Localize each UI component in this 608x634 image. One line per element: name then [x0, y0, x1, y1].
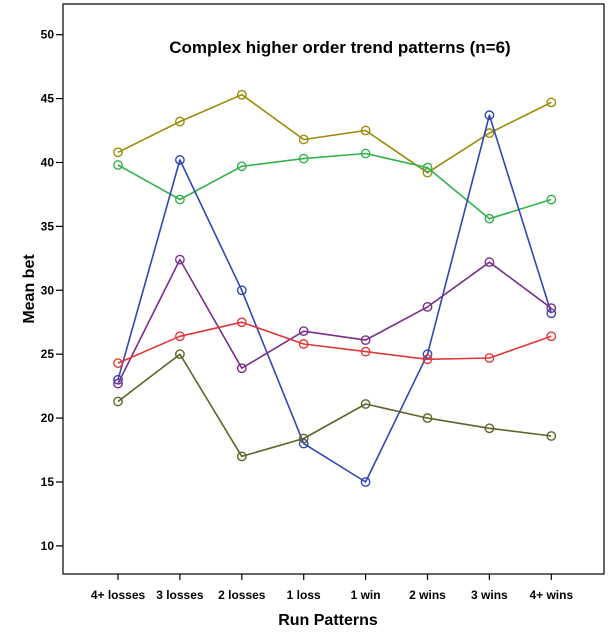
series-line — [117, 321, 552, 364]
y-axis: 10 15 20 25 30 35 40 45 50 — [41, 28, 63, 553]
data-point — [546, 97, 557, 108]
data-point — [113, 358, 123, 369]
series-line — [117, 93, 552, 174]
data-point — [236, 363, 247, 374]
data-point — [422, 413, 433, 423]
data-point — [484, 213, 495, 224]
data-point — [298, 326, 309, 337]
data-point — [484, 423, 495, 434]
x-tick-label: 3 wins — [471, 588, 508, 602]
data-point — [174, 155, 185, 165]
data-point — [113, 396, 123, 407]
data-point — [236, 317, 247, 328]
data-point — [360, 399, 371, 409]
series-line — [117, 152, 552, 220]
data-point — [236, 451, 247, 462]
data-point — [236, 285, 247, 296]
x-tick-label: 2 wins — [409, 588, 446, 602]
series-layer — [113, 89, 557, 487]
y-tick-label: 35 — [41, 219, 55, 233]
x-axis-title: Run Patterns — [278, 612, 378, 629]
series-4 — [113, 254, 557, 389]
series-line — [117, 258, 552, 384]
data-point — [236, 161, 247, 172]
data-point — [113, 160, 123, 170]
y-tick-label: 40 — [41, 155, 55, 169]
data-point — [174, 194, 185, 205]
y-tick-label: 30 — [41, 283, 55, 297]
series-6 — [113, 349, 557, 462]
plot-area — [62, 3, 605, 575]
data-point — [546, 308, 557, 319]
y-tick-label: 10 — [41, 539, 55, 553]
y-tick-label: 50 — [41, 28, 55, 42]
series-line — [117, 353, 552, 458]
data-point — [298, 339, 309, 349]
series-3 — [113, 110, 557, 487]
data-point — [422, 349, 433, 360]
y-tick-label: 25 — [41, 347, 55, 361]
data-point — [298, 438, 309, 449]
x-tick-label: 3 losses — [156, 588, 204, 602]
data-point — [484, 110, 495, 121]
data-point — [113, 378, 123, 389]
chart-title: Complex higher order trend patterns (n=6… — [169, 38, 510, 57]
data-point — [546, 431, 557, 441]
y-tick-label: 45 — [41, 92, 55, 106]
data-point — [174, 116, 185, 127]
data-point — [360, 148, 371, 159]
series-2 — [113, 148, 557, 224]
data-point — [113, 374, 123, 385]
data-point — [546, 331, 557, 342]
data-point — [422, 162, 433, 173]
data-point — [360, 335, 371, 346]
x-tick-label: 1 win — [351, 588, 381, 602]
data-point — [298, 153, 309, 164]
data-point — [360, 125, 371, 136]
data-point — [360, 346, 371, 357]
x-tick-label: 4+ losses — [91, 588, 146, 602]
x-tick-label: 2 losses — [218, 588, 266, 602]
data-point — [298, 134, 309, 145]
x-tick-label: 4+ wins — [529, 588, 573, 602]
y-axis-title: Mean bet — [21, 254, 38, 324]
data-point — [484, 353, 495, 363]
data-point — [546, 303, 557, 314]
y-tick-label: 20 — [41, 411, 55, 425]
data-point — [484, 257, 495, 268]
series-line — [117, 114, 553, 483]
x-axis: 4+ losses 3 losses 2 losses 1 loss 1 win 2 wi… — [91, 574, 573, 602]
x-tick-label: 1 loss — [287, 588, 321, 602]
y-tick-label: 15 — [41, 475, 55, 489]
data-point — [174, 254, 185, 265]
data-point — [546, 194, 557, 205]
data-point — [236, 89, 247, 100]
data-point — [298, 433, 309, 444]
data-point — [422, 354, 433, 365]
data-point — [113, 147, 123, 158]
data-point — [422, 301, 433, 312]
data-point — [360, 477, 371, 487]
data-point — [174, 349, 185, 360]
data-point — [174, 331, 185, 342]
series-5 — [113, 317, 557, 369]
